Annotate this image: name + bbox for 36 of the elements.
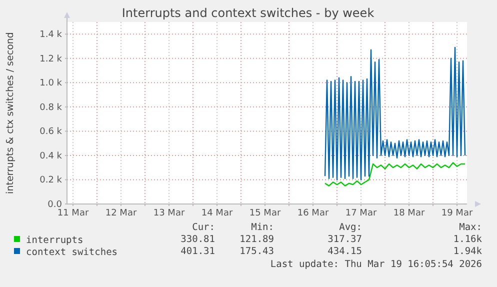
text: Avg: xyxy=(339,222,362,233)
legend-label: interrupts xyxy=(26,235,84,246)
text: Min: xyxy=(251,222,274,233)
text: 121.89 xyxy=(240,234,274,245)
line-series xyxy=(324,46,466,180)
y-tick-label: 0.6 k xyxy=(40,127,63,138)
text: Max: xyxy=(459,222,482,233)
y-tick-label: 0.0 xyxy=(48,200,62,210)
text: 1.16k xyxy=(453,234,482,245)
x-tick-label: 12 Mar xyxy=(105,208,137,218)
y-tick-label: 1.2 k xyxy=(40,54,63,64)
text: 330.81 xyxy=(180,234,216,245)
text: 317.37 xyxy=(328,234,362,245)
legend-label: context switches xyxy=(26,247,118,258)
y-tick-label: 0.4 k xyxy=(40,151,63,162)
x-tick-label: 14 Mar xyxy=(201,208,233,218)
y-axis-title: interrupts & ctx switches / second xyxy=(5,32,16,194)
text: 401.31 xyxy=(180,246,216,257)
x-tick-label: 13 Mar xyxy=(153,208,185,218)
line-series xyxy=(324,162,466,186)
y-tick-label: 1.0 k xyxy=(40,78,63,89)
y-tick-label: 0.2 k xyxy=(40,176,63,186)
text: Last update: Thu Mar 19 16:05:54 2026 xyxy=(270,259,482,270)
text: Cur: xyxy=(192,222,215,233)
y-tick-label: 1.4 k xyxy=(40,30,63,40)
x-tick-label: 19 Mar xyxy=(441,208,473,218)
x-tick-label: 11 Mar xyxy=(57,208,89,218)
x-tick-label: 15 Mar xyxy=(249,208,281,218)
text: 175.43 xyxy=(240,246,274,257)
x-tick-label: 16 Mar xyxy=(297,208,329,218)
x-tick-label: 18 Mar xyxy=(393,208,425,218)
text: 434.15 xyxy=(328,246,362,257)
y-tick-label: 0.8 k xyxy=(40,102,63,113)
text: 1.94k xyxy=(453,246,482,257)
x-tick-label: 17 Mar xyxy=(345,208,377,218)
chart-title: Interrupts and context switches - by week xyxy=(122,6,374,20)
